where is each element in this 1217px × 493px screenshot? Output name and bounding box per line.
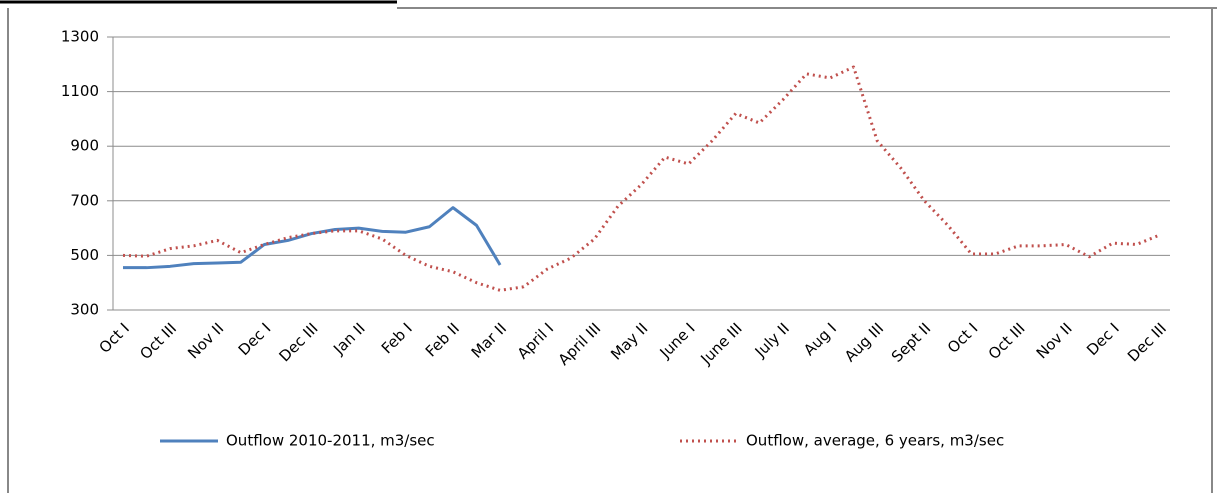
x-tick-label: Jan II <box>329 319 368 358</box>
x-tick-label: Dec III <box>1124 319 1170 365</box>
legend-label: Outflow 2010-2011, m3/sec <box>226 432 435 450</box>
y-tick-label: 1100 <box>61 82 99 100</box>
x-tick-label: Aug III <box>841 319 887 365</box>
series-line <box>123 206 502 270</box>
x-tick-label: Oct III <box>136 319 180 363</box>
y-tick-label: 500 <box>70 246 99 264</box>
x-tick-label: May II <box>607 319 651 363</box>
legend-label: Outflow, average, 6 years, m3/sec <box>746 432 1004 450</box>
x-tick-label: June I <box>656 319 699 362</box>
x-tick-label: July II <box>751 319 793 361</box>
series-line <box>122 65 1161 292</box>
x-tick-label: Dec III <box>276 319 322 365</box>
y-tick-label: 700 <box>70 191 99 209</box>
x-tick-label: June III <box>696 319 745 368</box>
x-tick-label: Mar II <box>468 319 510 361</box>
x-tick-label: Oct I <box>944 319 982 357</box>
y-tick-label: 1300 <box>61 28 99 46</box>
x-tick-label: Aug I <box>800 319 840 359</box>
x-tick-label: Dec I <box>235 319 275 359</box>
y-tick-label: 300 <box>70 301 99 319</box>
x-tick-label: Nov II <box>184 319 227 362</box>
x-tick-label: Feb I <box>378 319 416 357</box>
x-tick-label: Oct I <box>95 319 133 357</box>
x-tick-label: April III <box>555 319 605 369</box>
x-tick-label: Sept II <box>888 319 935 366</box>
x-tick-label: Oct III <box>985 319 1029 363</box>
x-tick-label: Nov II <box>1033 319 1076 362</box>
x-tick-label: Feb II <box>422 319 463 360</box>
x-tick-label: April I <box>514 319 557 362</box>
x-tick-label: Dec I <box>1083 319 1123 359</box>
y-tick-label: 900 <box>70 137 99 155</box>
